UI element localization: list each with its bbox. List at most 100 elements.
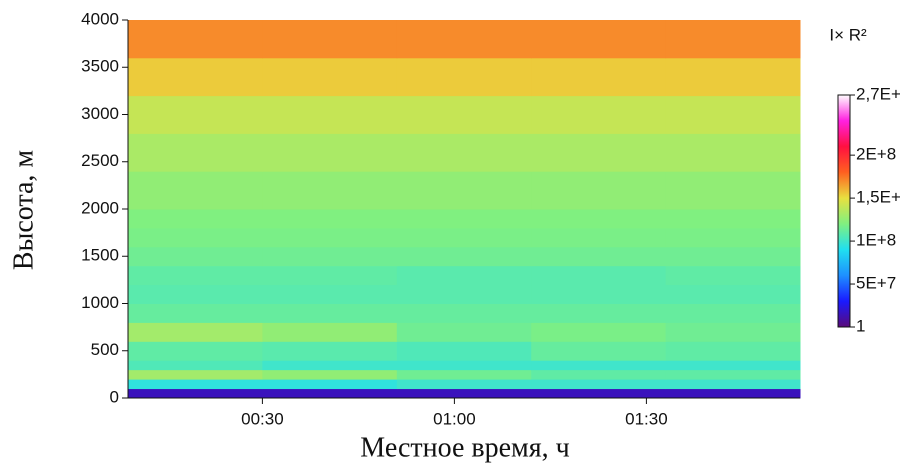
y-axis-label: Высота, м	[8, 150, 39, 271]
heatmap-cell	[665, 20, 801, 59]
heatmap-cell	[262, 284, 398, 304]
heatmap-cell	[531, 171, 667, 210]
heatmap-cell	[396, 379, 532, 390]
heatmap-cell	[531, 57, 667, 97]
y-tick-label: 500	[91, 340, 119, 359]
colorbar-tick-label: 2,7E+8	[856, 84, 900, 103]
heatmap-cell	[396, 360, 532, 371]
heatmap-cell	[531, 227, 667, 248]
heatmap-cell	[262, 265, 398, 286]
heatmap-cell	[128, 227, 263, 248]
y-tick-label: 4000	[81, 9, 119, 28]
heatmap-cell	[531, 209, 667, 229]
heatmap-cell	[396, 209, 532, 229]
colorbar-title: I× R²	[829, 25, 867, 44]
heatmap-cell	[128, 133, 263, 172]
heatmap-cell	[262, 360, 398, 371]
heatmap-cell	[531, 360, 667, 371]
heatmap-cell	[128, 341, 263, 361]
heatmap-cell	[396, 133, 532, 172]
heatmap-cell	[396, 227, 532, 248]
heatmap-cell	[128, 246, 263, 267]
heatmap-cell	[262, 95, 398, 134]
heatmap-cell	[531, 95, 667, 134]
heatmap-cell	[665, 57, 801, 97]
y-tick-label: 3000	[81, 104, 119, 123]
heatmap-cell	[262, 209, 398, 229]
heatmap-cell	[396, 171, 532, 210]
heatmap-cell	[665, 322, 801, 342]
colorbar-tick-label: 1	[856, 316, 865, 335]
heatmap-cell	[128, 284, 263, 304]
heatmap-cell	[665, 341, 801, 361]
heatmap-cell	[396, 265, 532, 286]
heatmap-cell	[262, 246, 398, 267]
heatmap-cell	[262, 341, 398, 361]
heatmap-cell	[128, 322, 263, 342]
heatmap-cell	[128, 95, 263, 134]
x-tick-label: 00:30	[241, 409, 284, 428]
heatmap-cell	[262, 303, 398, 323]
heatmap-cell	[128, 20, 263, 59]
heatmap-cell	[396, 246, 532, 267]
heatmap-cell	[128, 265, 263, 286]
heatmap-cell	[262, 227, 398, 248]
heatmap-cell	[396, 341, 532, 361]
colorbar	[837, 94, 851, 328]
heatmap-cell	[531, 341, 667, 361]
heatmap-cell	[128, 303, 263, 323]
heatmap-cell	[531, 322, 667, 342]
y-tick-label: 2500	[81, 151, 119, 170]
heatmap-cell	[262, 388, 398, 399]
colorbar-tick-label: 1,5E+8	[856, 188, 900, 207]
heatmap-cell	[665, 171, 801, 210]
x-tick-label: 01:00	[433, 409, 476, 428]
colorbar-tick-label: 1E+8	[856, 231, 896, 250]
heatmap-cell	[262, 379, 398, 390]
heatmap-cell	[262, 57, 398, 97]
heatmap-cell	[665, 246, 801, 267]
heatmap-cell	[396, 303, 532, 323]
heatmap-cell	[262, 322, 398, 342]
heatmap-cell	[531, 284, 667, 304]
heatmap-cell	[665, 133, 801, 172]
colorbar-tick-label: 2E+8	[856, 145, 896, 164]
heatmap-cell	[396, 284, 532, 304]
heatmap-cell	[262, 369, 398, 380]
heatmap-cell	[128, 379, 263, 390]
heatmap-cell	[531, 303, 667, 323]
heatmap-cell	[665, 95, 801, 134]
heatmap-cell	[128, 360, 263, 371]
heatmap-cell	[262, 171, 398, 210]
heatmap-cell	[128, 388, 263, 399]
heatmap-cell	[531, 265, 667, 286]
heatmap-cell	[396, 388, 532, 399]
x-axis-label: Местное время, ч	[360, 432, 569, 463]
heatmap-cell	[262, 20, 398, 59]
heatmap-cell	[665, 303, 801, 323]
y-tick-label: 2000	[81, 198, 119, 217]
heatmap-cell	[665, 227, 801, 248]
y-tick-label: 1000	[81, 293, 119, 312]
heatmap-cell	[665, 369, 801, 380]
y-tick-label: 1500	[81, 246, 119, 265]
heatmap-cell	[396, 369, 532, 380]
heatmap-cell	[665, 388, 801, 399]
heatmap-cell	[665, 209, 801, 229]
heatmap-cell	[531, 369, 667, 380]
heatmap-cell	[128, 171, 263, 210]
heatmap-cell	[665, 360, 801, 371]
heatmap-cell	[531, 20, 667, 59]
heatmap-cell	[128, 209, 263, 229]
colorbar-tick-label: 5E+7	[856, 274, 896, 293]
heatmap-cell	[396, 95, 532, 134]
heatmap-cell	[396, 20, 532, 59]
y-tick-label: 0	[110, 387, 119, 406]
heatmap-cell	[396, 57, 532, 97]
heatmap-cell	[665, 379, 801, 390]
heatmap-cell	[531, 388, 667, 399]
heatmap-cell	[531, 246, 667, 267]
heatmap-cell	[128, 57, 263, 97]
heatmap-cell	[665, 265, 801, 286]
